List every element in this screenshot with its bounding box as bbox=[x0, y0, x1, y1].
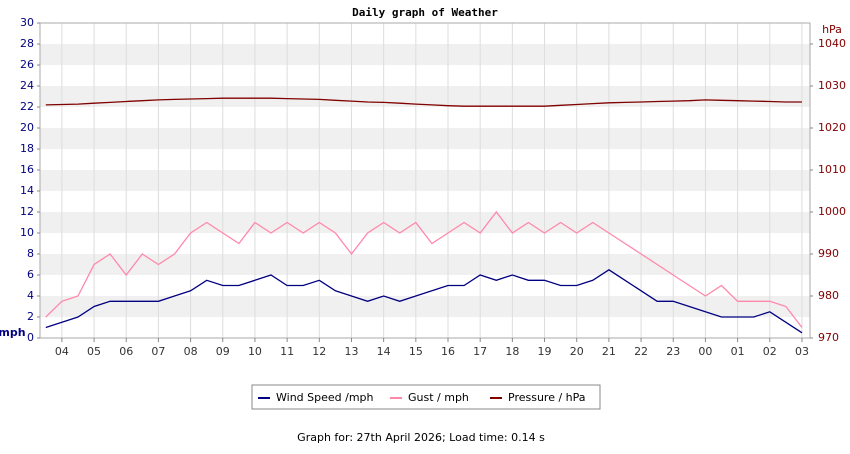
y-tick-label: 30 bbox=[20, 16, 34, 29]
y-tick-label: 24 bbox=[20, 79, 34, 92]
y2-tick-label: 980 bbox=[818, 289, 839, 302]
grid-band bbox=[40, 170, 810, 191]
y-tick-label: 4 bbox=[27, 289, 34, 302]
grid-band bbox=[40, 128, 810, 149]
y-tick-label: 16 bbox=[20, 163, 34, 176]
x-tick-label: 12 bbox=[312, 345, 326, 358]
y-tick-label: 22 bbox=[20, 100, 34, 113]
legend-label: Wind Speed /mph bbox=[276, 391, 374, 404]
legend-label: Pressure / hPa bbox=[508, 391, 586, 404]
y-tick-label: 26 bbox=[20, 58, 34, 71]
legend-label: Gust / mph bbox=[408, 391, 469, 404]
x-tick-label: 14 bbox=[377, 345, 391, 358]
x-tick-label: 22 bbox=[634, 345, 648, 358]
y2-tick-label: 1010 bbox=[818, 163, 846, 176]
x-tick-label: 19 bbox=[538, 345, 552, 358]
x-tick-label: 11 bbox=[280, 345, 294, 358]
y-axis-label: mph bbox=[0, 326, 26, 339]
y2-tick-label: 1020 bbox=[818, 121, 846, 134]
chart-title: Daily graph of Weather bbox=[352, 6, 498, 19]
y2-tick-label: 1040 bbox=[818, 37, 846, 50]
x-tick-label: 08 bbox=[184, 345, 198, 358]
x-tick-label: 01 bbox=[731, 345, 745, 358]
grid bbox=[40, 23, 810, 338]
x-tick-label: 23 bbox=[666, 345, 680, 358]
y-tick-label: 18 bbox=[20, 142, 34, 155]
x-tick-label: 04 bbox=[55, 345, 69, 358]
series-line bbox=[45, 210, 803, 328]
x-tick-label: 21 bbox=[602, 345, 616, 358]
y-tick-label: 8 bbox=[27, 247, 34, 260]
grid-band bbox=[40, 212, 810, 233]
y-tick-label: 20 bbox=[20, 121, 34, 134]
y2-axis-label: hPa bbox=[822, 23, 842, 36]
plot-area bbox=[39, 22, 811, 339]
x-tick-label: 16 bbox=[441, 345, 455, 358]
footer: Graph for: 27th April 2026; Load time: 0… bbox=[297, 431, 545, 444]
y2-tick-label: 970 bbox=[818, 331, 839, 344]
series-line bbox=[45, 269, 803, 334]
y-tick-label: 2 bbox=[27, 310, 34, 323]
y2-tick-label: 1030 bbox=[818, 79, 846, 92]
y-tick-label: 6 bbox=[27, 268, 34, 281]
x-tick-label: 20 bbox=[570, 345, 584, 358]
x-tick-label: 09 bbox=[216, 345, 230, 358]
series-line bbox=[45, 97, 802, 107]
x-tick-label: 13 bbox=[344, 345, 358, 358]
grid-band bbox=[40, 254, 810, 275]
y-tick-label: 12 bbox=[20, 205, 34, 218]
y-tick-label: 0 bbox=[27, 331, 34, 344]
grid-band bbox=[40, 44, 810, 65]
y2-tick-label: 990 bbox=[818, 247, 839, 260]
y2-tick-label: 1000 bbox=[818, 205, 846, 218]
y-tick-label: 14 bbox=[20, 184, 34, 197]
x-tick-label: 00 bbox=[698, 345, 712, 358]
x-tick-label: 15 bbox=[409, 345, 423, 358]
y-tick-label: 10 bbox=[20, 226, 34, 239]
x-tick-label: 17 bbox=[473, 345, 487, 358]
x-tick-label: 03 bbox=[795, 345, 809, 358]
legend-box bbox=[251, 384, 601, 410]
grid-band bbox=[40, 86, 810, 107]
x-tick-label: 02 bbox=[763, 345, 777, 358]
x-tick-label: 10 bbox=[248, 345, 262, 358]
x-tick-label: 05 bbox=[87, 345, 101, 358]
x-tick-label: 07 bbox=[151, 345, 165, 358]
y-tick-label: 28 bbox=[20, 37, 34, 50]
x-tick-label: 18 bbox=[505, 345, 519, 358]
x-tick-label: 06 bbox=[119, 345, 133, 358]
grid-band bbox=[40, 296, 810, 317]
